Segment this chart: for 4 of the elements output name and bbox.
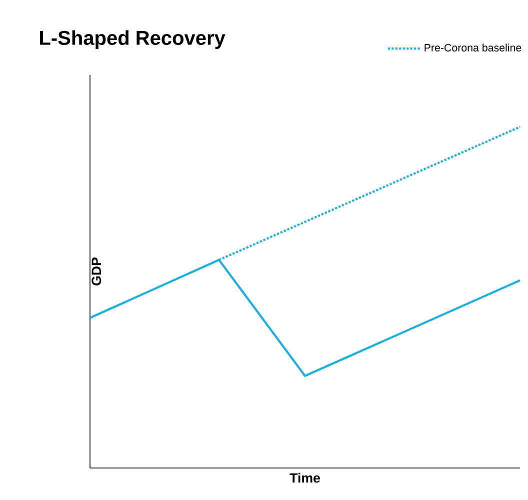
- x-axis-title: Time: [290, 472, 320, 483]
- chart-title: L-Shaped Recovery: [40, 30, 226, 49]
- legend-label: Pre-Corona baseline: [424, 44, 522, 52]
- y-axis-title: GDP: [92, 257, 102, 286]
